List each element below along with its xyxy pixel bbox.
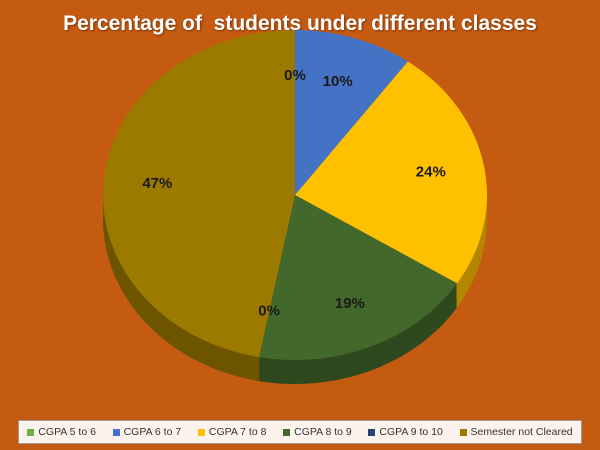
legend-label: CGPA 7 to 8 [208, 426, 267, 438]
legend-label: Semester not Cleared [470, 426, 573, 438]
legend-label: CGPA 5 to 6 [38, 426, 96, 438]
legend-swatch [368, 428, 376, 436]
legend-item: CGPA 7 to 8 [197, 426, 267, 438]
data-label: 19% [335, 295, 365, 312]
data-label: 10% [323, 73, 353, 90]
legend-swatch [112, 428, 120, 436]
legend: CGPA 5 to 6 CGPA 6 to 7 CGPA 7 to 8 CGPA 8 … [18, 420, 582, 444]
legend-item: Semester not Cleared [459, 426, 573, 438]
legend-swatch [27, 428, 35, 436]
data-label: 24% [416, 164, 446, 181]
legend-swatch [197, 428, 205, 436]
data-label: 0% [258, 303, 280, 320]
slice [295, 61, 488, 284]
slice [259, 195, 458, 360]
legend-label: CGPA 8 to 9 [294, 426, 352, 438]
slice [295, 30, 408, 195]
legend-label: CGPA 9 to 10 [379, 426, 443, 438]
legend-item: CGPA 9 to 10 [368, 426, 443, 438]
slice [102, 30, 295, 358]
legend-item: CGPA 6 to 7 [112, 426, 182, 438]
legend-swatch [283, 428, 291, 436]
legend-swatch [459, 428, 467, 436]
legend-item: CGPA 8 to 9 [283, 426, 352, 438]
data-label: 47% [142, 175, 172, 192]
data-label: 0% [284, 67, 306, 84]
legend-label: CGPA 6 to 7 [123, 426, 182, 438]
legend-item: CGPA 5 to 6 [27, 426, 96, 438]
